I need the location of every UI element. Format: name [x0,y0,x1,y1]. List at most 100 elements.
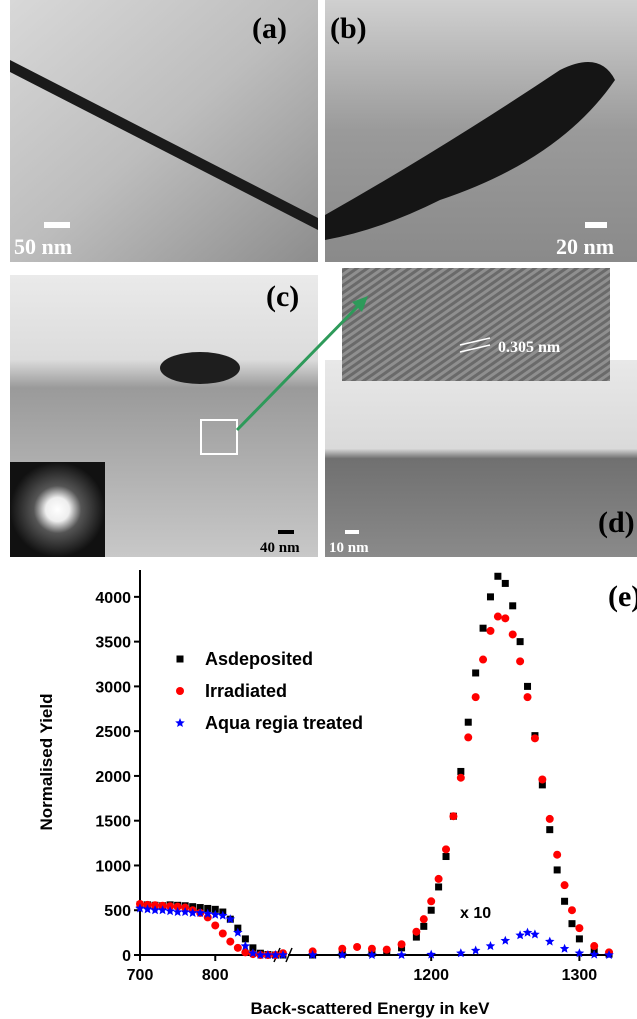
data-point [398,940,406,948]
panel-label: (e) [608,580,637,613]
data-point [502,580,509,587]
annotation: x 10 [460,905,491,922]
data-point [486,627,494,635]
legend-label: Irradiated [205,681,287,701]
spacing-label: 0.305 nm [498,339,561,356]
data-point [472,669,479,676]
data-point [383,946,391,954]
panel-d-image [325,360,637,557]
scale-bar [585,222,607,228]
data-point [464,733,472,741]
data-point [524,683,531,690]
panel-label: (a) [252,12,287,45]
data-point [219,930,227,938]
data-point [553,851,561,859]
legend-marker [175,718,185,727]
legend-marker [177,656,184,663]
data-point [560,944,570,953]
panel-label: (b) [330,12,367,45]
y-axis-label: Normalised Yield [37,694,56,831]
data-point [568,906,576,914]
data-point [427,897,435,905]
data-point [465,719,472,726]
y-tick-label: 3500 [95,635,131,652]
data-point [576,935,583,942]
data-point [435,883,442,890]
data-point [545,937,555,946]
data-point [487,593,494,600]
scale-bar [44,222,70,228]
data-point [397,950,407,959]
x-tick-label: 1200 [413,967,449,984]
data-point [524,693,532,701]
data-point [568,920,575,927]
data-point [531,734,539,742]
data-point [554,866,561,873]
data-point [480,625,487,632]
legend-label: Aqua regia treated [205,713,363,733]
data-point [420,923,427,930]
data-point [494,613,502,621]
data-point [457,774,465,782]
data-point [234,944,242,952]
data-point [472,693,480,701]
data-point [516,657,524,665]
tem-images: (a) (b) (c) (d) 50 nm 20 nm 0.305 nm 40 … [10,0,637,557]
data-point [590,942,598,950]
y-tick-label: 2000 [95,769,131,786]
data-point [509,602,516,609]
data-point [561,898,568,905]
legend-marker [176,687,184,695]
x-tick-label: 800 [202,967,229,984]
chart: 0 500 1000 1500 2000 2500 3000 3500 4000 700 800 12… [37,570,637,1018]
data-point [486,941,496,950]
data-point [494,573,501,580]
data-point [226,938,234,946]
data-point [353,943,361,951]
scale-label: 40 nm [260,540,300,556]
x-tick-label: 700 [127,967,154,984]
data-point [435,875,443,883]
y-tick-label: 500 [104,903,131,920]
figure: (a) (b) (c) (d) 50 nm 20 nm 0.305 nm 40 … [0,0,637,1019]
x-tick-label: 1300 [562,967,598,984]
data-point [575,924,583,932]
panel-c-particle [160,352,240,384]
panel-label: (c) [266,280,299,313]
data-point [471,946,481,955]
scale-label: 10 nm [329,540,369,556]
data-point [530,929,540,938]
y-tick-label: 3000 [95,679,131,696]
scale-bar [345,530,359,534]
data-point [479,656,487,664]
y-tick-label: 4000 [95,590,131,607]
data-point [442,845,450,853]
y-tick-label: 1000 [95,858,131,875]
data-point [538,776,546,784]
y-tick-label: 1500 [95,814,131,831]
diffraction-inset [10,462,105,557]
data-point [449,812,457,820]
data-point [546,815,554,823]
legend-label: Asdeposited [205,649,313,669]
data-point [428,907,435,914]
data-point [412,928,420,936]
scale-bar [278,530,294,534]
scale-label: 20 nm [556,234,614,259]
hrtem-inset [342,268,610,381]
x-axis-label: Back-scattered Energy in keV [250,999,490,1018]
data-point [546,826,553,833]
data-point [517,638,524,645]
scale-label: 50 nm [14,234,72,259]
data-point [509,630,517,638]
data-point [561,881,569,889]
data-point [443,853,450,860]
data-point [420,915,428,923]
y-tick-label: 0 [122,948,131,965]
data-point [501,936,511,945]
data-point [211,921,219,929]
panel-label: (d) [598,506,635,539]
data-point [501,614,509,622]
data-point [523,928,533,937]
y-tick-label: 2500 [95,724,131,741]
